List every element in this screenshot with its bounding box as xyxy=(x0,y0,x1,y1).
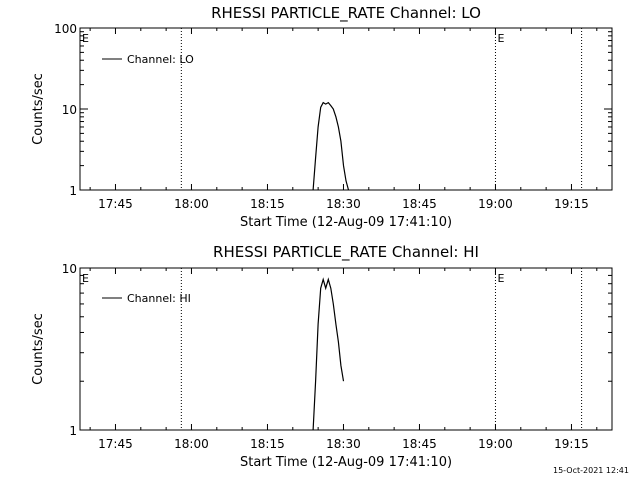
chart1-x-tick-label: 18:00 xyxy=(174,197,209,211)
chart2-y-tick-label: 1 xyxy=(69,424,77,438)
timestamp-stamp: 15-Oct-2021 12:41 xyxy=(553,466,629,475)
chart2-x-tick-label: 19:00 xyxy=(478,437,513,451)
chart1-x-tick-label: 18:30 xyxy=(326,197,361,211)
chart2-x-tick-label: 19:15 xyxy=(554,437,589,451)
chart1-title: RHESSI PARTICLE_RATE Channel: LO xyxy=(211,4,481,23)
chart2-legend-label: Channel: HI xyxy=(127,292,191,305)
chart1-x-tick-label: 18:15 xyxy=(250,197,285,211)
chart1-y-tick-label: 10 xyxy=(62,103,77,117)
chart2-series-line xyxy=(312,277,345,431)
chart2-event-marker-label: E xyxy=(497,272,504,285)
chart2-x-tick-label: 17:45 xyxy=(98,437,133,451)
chart1-y-tick-label: 1 xyxy=(69,184,77,198)
chart2-title: RHESSI PARTICLE_RATE Channel: HI xyxy=(213,243,479,262)
chart1-event-marker-label: E xyxy=(497,32,504,45)
chart1-x-tick-label: 19:00 xyxy=(478,197,513,211)
chart2-axes-frame xyxy=(79,267,613,431)
chart1-y-axis-label: Counts/sec xyxy=(31,73,46,145)
chart2-event-marker-label: E xyxy=(82,272,89,285)
chart2-y-axis-label: Counts/sec xyxy=(31,313,46,385)
chart2-x-tick-label: 18:45 xyxy=(402,437,437,451)
chart1-series-line xyxy=(312,101,350,191)
chart1-x-tick-label: 18:45 xyxy=(402,197,437,211)
chart1-x-tick-label: 17:45 xyxy=(98,197,133,211)
chart1-legend-label: Channel: LO xyxy=(127,53,194,66)
chart2-x-axis-label: Start Time (12-Aug-09 17:41:10) xyxy=(240,455,452,470)
chart1-x-tick-label: 19:15 xyxy=(554,197,589,211)
chart1-x-axis-label: Start Time (12-Aug-09 17:41:10) xyxy=(240,215,452,230)
chart2-y-tick-label: 10 xyxy=(62,262,77,276)
chart1-y-tick-label: 100 xyxy=(54,22,77,36)
chart2-x-tick-label: 18:30 xyxy=(326,437,361,451)
chart2-x-tick-label: 18:00 xyxy=(174,437,209,451)
chart2-x-tick-label: 18:15 xyxy=(250,437,285,451)
chart1-event-marker-label: E xyxy=(82,32,89,45)
